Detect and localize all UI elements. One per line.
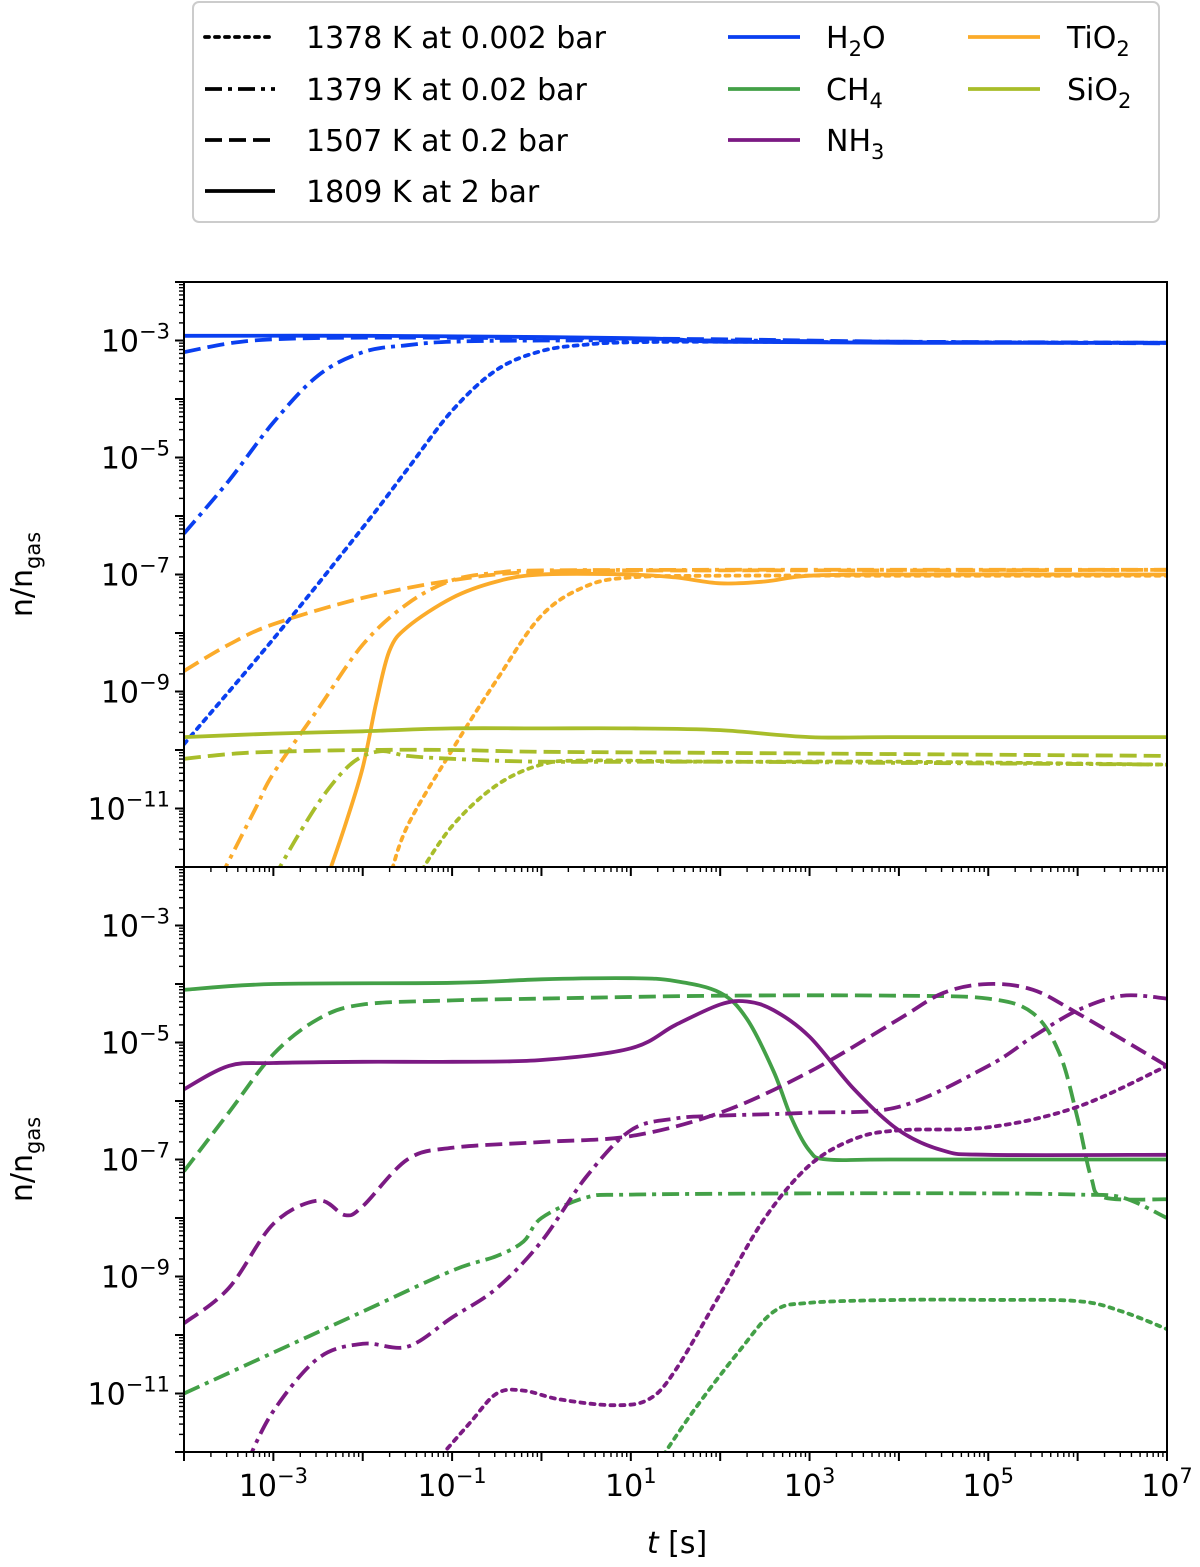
- series-sio2-dotted: [421, 758, 1167, 867]
- legend-label-solid: 1809 K at 2 bar: [306, 175, 540, 210]
- series-tio2-dashed: [184, 567, 1167, 673]
- series-nh3-dashed: [184, 982, 1167, 1325]
- y-tick-label: 10−11: [87, 788, 170, 828]
- series-nh3-dashdot: [249, 993, 1167, 1452]
- series-group: [184, 333, 1167, 867]
- x-tick-label: 10−3: [239, 1464, 308, 1504]
- y-tick-label: 10−9: [101, 1256, 170, 1296]
- x-tick-label: 105: [962, 1464, 1014, 1504]
- series-tio2-dashdot: [223, 567, 1167, 867]
- y-tick-label: 10−11: [87, 1373, 170, 1413]
- series-group: [184, 976, 1167, 1452]
- plot-panels: 10−310−510−710−910−11n/ngas10−310−510−71…: [5, 281, 1193, 1504]
- legend-label-dotted: 1378 K at 0.002 bar: [306, 21, 607, 56]
- series-tio2-dotted: [390, 573, 1167, 867]
- series-ch4-dotted: [663, 1297, 1167, 1452]
- y-tick-label: 10−9: [101, 671, 170, 711]
- series-h2o-dashed: [184, 335, 1167, 355]
- legend: 1378 K at 0.002 bar 1379 K at 0.02 bar 150…: [192, 1, 1160, 223]
- x-tick-label: 10−1: [418, 1464, 487, 1504]
- panel-1: 10−3 10−5 10−7 10−9 10−11 n/ngas: [5, 281, 1168, 876]
- series-sio2-dashdot: [277, 749, 1167, 867]
- series-ch4-dashed: [184, 993, 1167, 1202]
- x-axis: [183, 867, 1168, 876]
- x-axis: 10−3 10−1 101 103 105 107: [183, 1452, 1193, 1504]
- x-tick-label: 107: [1141, 1464, 1193, 1504]
- legend-label-sio2: SiO2: [1067, 73, 1131, 113]
- y-tick-label: 10−3: [101, 320, 170, 360]
- series-tio2-solid: [329, 571, 1167, 867]
- y-tick-label: 10−7: [101, 554, 170, 594]
- series-nh3-solid: [184, 999, 1167, 1158]
- series-ch4-dashdot: [184, 1191, 1167, 1396]
- legend-label-tio2: TiO2: [1066, 21, 1130, 61]
- y-axis: 10−3 10−5 10−7 10−9 10−11: [87, 281, 184, 868]
- y-axis-label: n/ngas: [5, 532, 45, 617]
- y-axis: 10−3 10−5 10−7 10−9 10−11: [87, 866, 184, 1453]
- series-h2o-dashdot: [184, 338, 1167, 535]
- series-ch4-solid: [184, 976, 1167, 1163]
- x-tick-label: 101: [605, 1464, 657, 1504]
- y-tick-label: 10−5: [101, 1022, 170, 1062]
- x-tick-label: 103: [784, 1464, 836, 1504]
- y-axis-label: n/ngas: [5, 1117, 45, 1202]
- x-axis-label: t [s]: [647, 1526, 707, 1561]
- legend-label-dashed: 1507 K at 0.2 bar: [306, 124, 568, 159]
- series-nh3-dotted: [441, 1064, 1167, 1452]
- series-sio2-solid: [184, 726, 1167, 740]
- series-sio2-dashed: [184, 747, 1167, 761]
- y-tick-label: 10−3: [101, 905, 170, 945]
- legend-label-h2o: H2O: [826, 21, 886, 61]
- y-tick-label: 10−7: [101, 1139, 170, 1179]
- legend-label-dashdot: 1379 K at 0.02 bar: [306, 73, 588, 108]
- series-h2o-dotted: [184, 339, 1167, 746]
- y-tick-label: 10−5: [101, 437, 170, 477]
- legend-label-ch4: CH4: [826, 73, 883, 113]
- legend-label-nh3: NH3: [826, 124, 884, 164]
- legend-box: [192, 1, 1160, 223]
